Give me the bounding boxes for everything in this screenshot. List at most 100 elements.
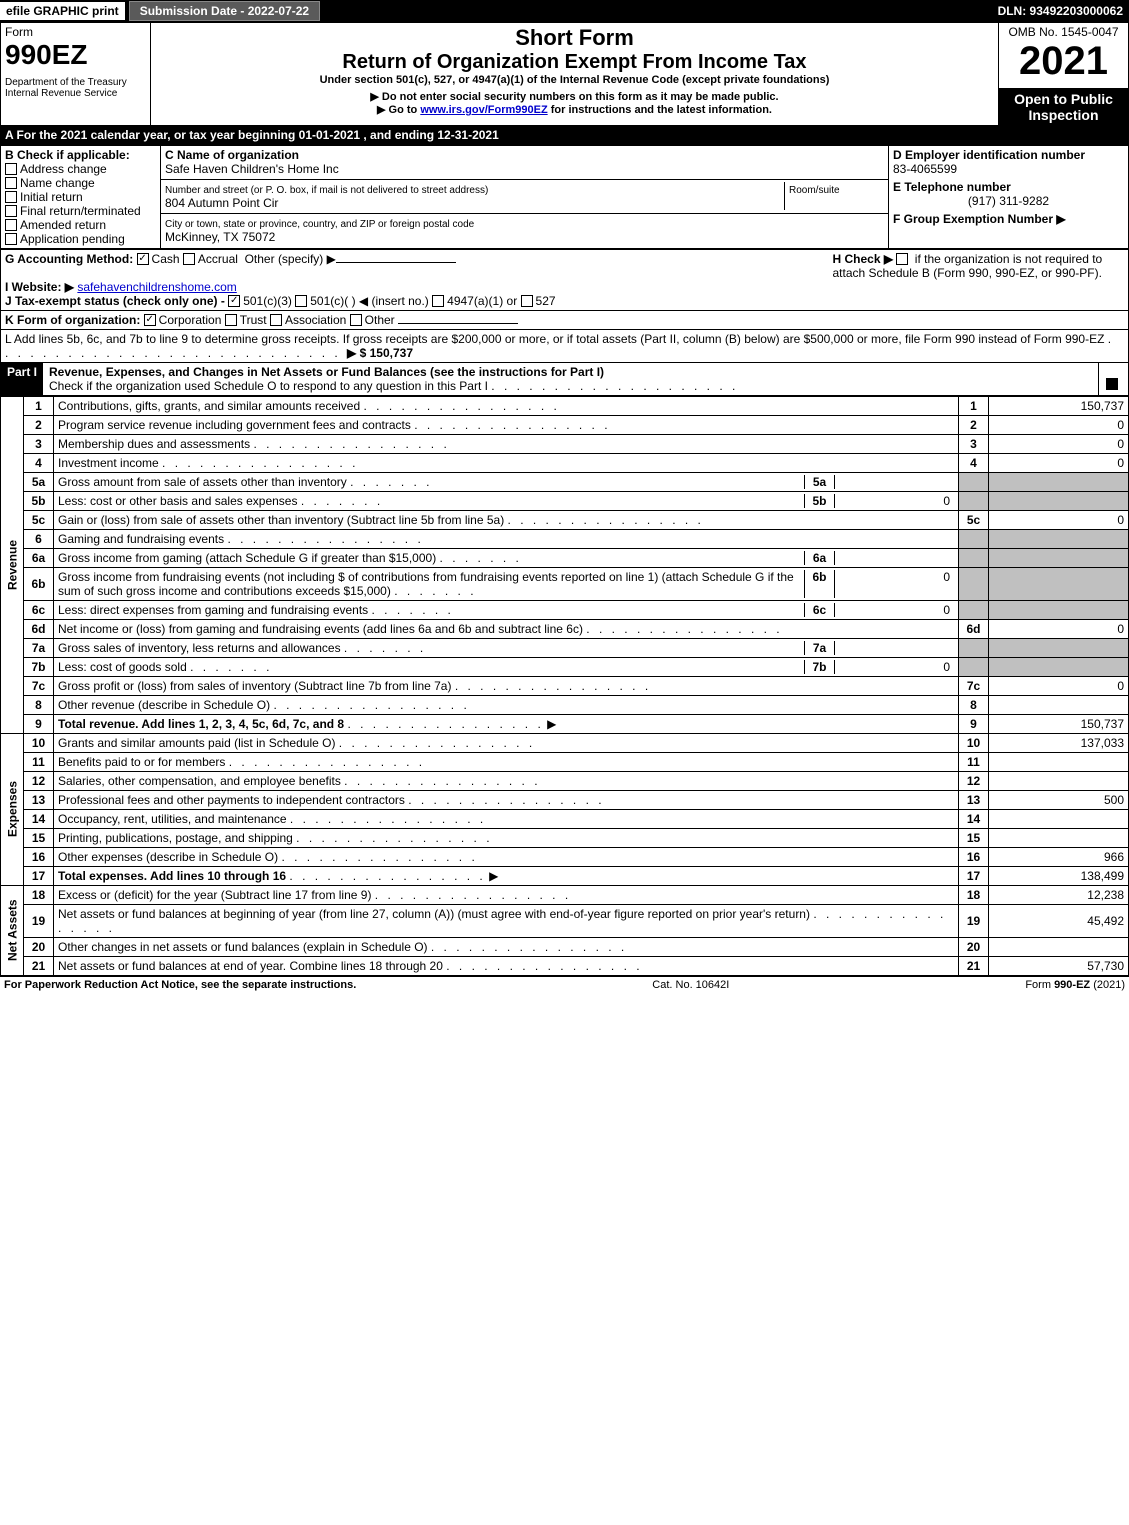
- irs-link[interactable]: www.irs.gov/Form990EZ: [420, 104, 547, 116]
- line-row: Net Assets18Excess or (deficit) for the …: [1, 885, 1129, 904]
- j-501c-checkbox[interactable]: [295, 295, 307, 307]
- line-box: 20: [959, 937, 989, 956]
- line-row: 13Professional fees and other payments t…: [1, 790, 1129, 809]
- line-box: 2: [959, 415, 989, 434]
- b-opt-checkbox[interactable]: [5, 233, 17, 245]
- c-street-label: Number and street (or P. O. box, if mail…: [165, 185, 488, 196]
- g-cell: G Accounting Method: ✓Cash Accrual Other…: [1, 249, 829, 310]
- room-label: Room/suite: [789, 185, 840, 196]
- line-value: [989, 752, 1129, 771]
- city-value: McKinney, TX 75072: [165, 230, 275, 244]
- l-text: L Add lines 5b, 6c, and 7b to line 9 to …: [5, 332, 1104, 346]
- j-501c3-checkbox[interactable]: ✓: [228, 295, 240, 307]
- e-label: E Telephone number: [893, 180, 1124, 194]
- line-row: 3Membership dues and assessments . . . .…: [1, 434, 1129, 453]
- line-value: [989, 695, 1129, 714]
- line-value: 500: [989, 790, 1129, 809]
- line-number: 15: [24, 828, 54, 847]
- line-desc: Other expenses (describe in Schedule O) …: [54, 847, 959, 866]
- line-desc: Gross income from gaming (attach Schedul…: [54, 548, 959, 567]
- line-row: 6aGross income from gaming (attach Sched…: [1, 548, 1129, 567]
- subtitle: Under section 501(c), 527, or 4947(a)(1)…: [155, 74, 994, 86]
- line-box: 8: [959, 695, 989, 714]
- line-value: 12,238: [989, 885, 1129, 904]
- k-opt-checkbox[interactable]: [350, 314, 362, 326]
- accrual-label: Accrual: [198, 252, 238, 266]
- line-row: 17Total expenses. Add lines 10 through 1…: [1, 866, 1129, 885]
- line-row: 6bGross income from fundraising events (…: [1, 567, 1129, 600]
- line-number: 7b: [24, 657, 54, 676]
- line-row: 2Program service revenue including gover…: [1, 415, 1129, 434]
- line-desc: Professional fees and other payments to …: [54, 790, 959, 809]
- footer-right-bold: 990-EZ: [1054, 979, 1090, 991]
- line-number: 7c: [24, 676, 54, 695]
- j-501c-label: 501(c)( ) ◀ (insert no.): [310, 294, 429, 308]
- title-cell: Short Form Return of Organization Exempt…: [151, 23, 999, 89]
- b-opt-checkbox[interactable]: [5, 191, 17, 203]
- c-city-label: City or town, state or province, country…: [165, 219, 474, 230]
- line-value: [989, 472, 1129, 491]
- k-other-input[interactable]: [398, 323, 518, 324]
- k-option: Association: [270, 313, 350, 327]
- tax-year: 2021: [1003, 39, 1124, 84]
- org-name: Safe Haven Children's Home Inc: [165, 162, 339, 176]
- part1-badge: Part I: [1, 363, 43, 395]
- line-number: 9: [24, 714, 54, 733]
- line-row: 9Total revenue. Add lines 1, 2, 3, 4, 5c…: [1, 714, 1129, 733]
- line-value: [989, 771, 1129, 790]
- k-option: Other: [350, 313, 398, 327]
- j-527-checkbox[interactable]: [521, 295, 533, 307]
- line-value: 0: [989, 434, 1129, 453]
- k-row: K Form of organization: ✓Corporation Tru…: [0, 311, 1129, 330]
- line-number: 5c: [24, 510, 54, 529]
- line-box: [959, 657, 989, 676]
- line-desc: Salaries, other compensation, and employ…: [54, 771, 959, 790]
- line-row: Expenses10Grants and similar amounts pai…: [1, 733, 1129, 752]
- line-value: 0: [989, 676, 1129, 695]
- form-word: Form: [5, 25, 146, 39]
- j-4947-label: 4947(a)(1) or: [447, 294, 517, 308]
- line-row: 5bLess: cost or other basis and sales ex…: [1, 491, 1129, 510]
- line-desc: Net income or (loss) from gaming and fun…: [54, 619, 959, 638]
- g-h-table: G Accounting Method: ✓Cash Accrual Other…: [0, 249, 1129, 311]
- b-opt-checkbox[interactable]: [5, 163, 17, 175]
- b-options: Address changeName changeInitial returnF…: [5, 162, 156, 246]
- line-box: [959, 491, 989, 510]
- c-city-cell: City or town, state or province, country…: [161, 214, 889, 248]
- b-option: Address change: [5, 162, 156, 176]
- line-box: 11: [959, 752, 989, 771]
- j-4947-checkbox[interactable]: [432, 295, 444, 307]
- inspection-box: Open to Public Inspection: [999, 88, 1129, 125]
- k-opt-checkbox[interactable]: ✓: [144, 314, 156, 326]
- c-name-cell: C Name of organization Safe Haven Childr…: [161, 145, 889, 179]
- line-desc: Other changes in net assets or fund bala…: [54, 937, 959, 956]
- k-label: K Form of organization:: [5, 313, 140, 327]
- website-link[interactable]: safehavenchildrenshome.com: [77, 280, 236, 294]
- k-opt-checkbox[interactable]: [270, 314, 282, 326]
- part1-checkbox[interactable]: ✓: [1106, 378, 1118, 390]
- b-opt-checkbox[interactable]: [5, 205, 17, 217]
- other-specify-input[interactable]: [336, 262, 456, 263]
- h-checkbox[interactable]: [896, 253, 908, 265]
- form-id-cell: Form 990EZ Department of the Treasury In…: [1, 23, 151, 126]
- part1-check-note: Check if the organization used Schedule …: [49, 379, 488, 393]
- line-box: 7c: [959, 676, 989, 695]
- line-row: 19Net assets or fund balances at beginni…: [1, 904, 1129, 937]
- line-box: 1: [959, 396, 989, 415]
- c-street-cell: Number and street (or P. O. box, if mail…: [161, 179, 889, 213]
- line-row: 20Other changes in net assets or fund ba…: [1, 937, 1129, 956]
- d-e-f-cell: D Employer identification number 83-4065…: [889, 145, 1129, 248]
- line-row: 14Occupancy, rent, utilities, and mainte…: [1, 809, 1129, 828]
- cash-checkbox[interactable]: ✓: [137, 253, 149, 265]
- accrual-checkbox[interactable]: [183, 253, 195, 265]
- k-opt-checkbox[interactable]: [225, 314, 237, 326]
- b-opt-checkbox[interactable]: [5, 219, 17, 231]
- line-box: 14: [959, 809, 989, 828]
- info-table: B Check if applicable: Address changeNam…: [0, 145, 1129, 249]
- b-opt-checkbox[interactable]: [5, 177, 17, 189]
- cash-label: Cash: [152, 252, 180, 266]
- line-number: 14: [24, 809, 54, 828]
- line-value: 0: [989, 453, 1129, 472]
- line-value: 150,737: [989, 396, 1129, 415]
- line-box: 17: [959, 866, 989, 885]
